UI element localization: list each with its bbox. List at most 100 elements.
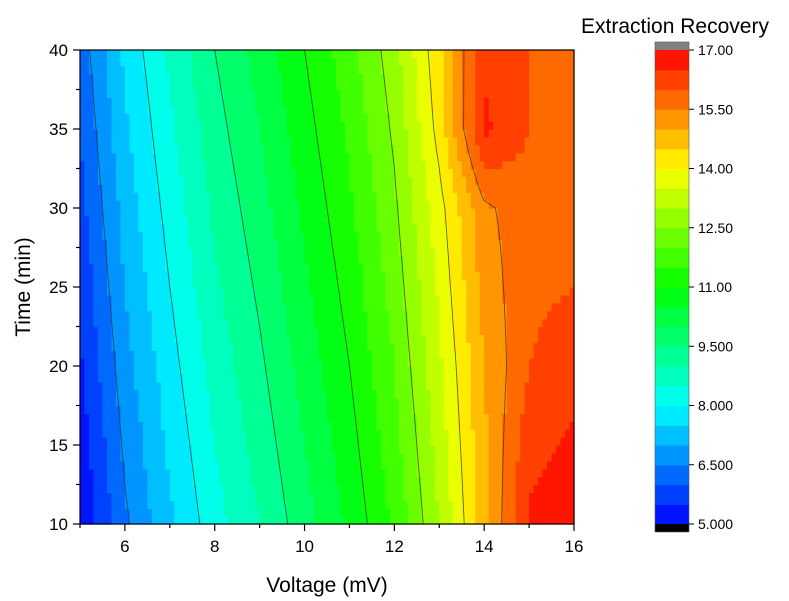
contour-cell [228,192,234,201]
contour-cell [367,468,373,478]
contour-cell [344,500,351,509]
contour-cell [520,373,526,383]
contour-cell [362,516,369,525]
contour-cell [106,271,113,280]
contour-cell [124,223,130,233]
contour-cell [178,476,184,486]
contour-cell [295,223,301,233]
contour-cell [331,200,337,209]
contour-cell [488,184,494,193]
contour-cell [214,342,220,351]
contour-cell [533,342,539,351]
contour-cell [120,405,126,414]
contour-cell [268,421,274,430]
contour-cell [385,381,391,391]
contour-cell [524,287,530,296]
contour-cell [340,294,346,304]
contour-cell [129,350,135,359]
contour-cell [102,366,108,375]
contour-cell [97,287,104,296]
contour-cell [97,334,104,343]
contour-cell [318,500,324,509]
contour-cell [214,310,220,320]
contour-cell [286,342,292,351]
contour-cell [129,437,135,446]
contour-cell [367,263,373,272]
contour-cell [335,168,342,177]
contour-cell [331,215,337,225]
contour-cell [425,381,431,391]
contour-cell [511,366,517,375]
contour-cell [362,310,369,320]
contour-cell [376,366,382,375]
contour-cell [371,263,377,272]
contour-cell [407,255,413,264]
contour-cell [538,381,544,391]
contour-cell [542,287,548,296]
contour-cell [502,381,508,391]
contour-cell [300,215,306,225]
contour-cell [219,413,225,422]
contour-cell [443,413,449,422]
contour-cell [466,215,472,225]
contour-cell [547,223,553,233]
contour-cell [313,239,319,249]
contour-cell [493,476,499,486]
contour-cell [120,302,126,312]
contour-cell [223,389,229,399]
contour-cell [309,310,315,320]
contour-cell [524,381,530,391]
contour-cell [529,302,535,312]
contour-cell [142,429,148,438]
contour-cell [286,492,292,501]
contour-cell [389,231,395,241]
contour-cell [560,255,566,264]
contour-cell [295,405,301,414]
contour-cell [156,397,162,407]
contour-cell [169,200,175,209]
contour-cell [192,452,198,462]
contour-cell [538,310,544,320]
contour-cell [542,373,548,383]
contour-cell [255,350,261,359]
contour-cell [286,334,292,343]
contour-cell [138,484,144,493]
contour-cell [497,500,503,509]
contour-cell [340,460,346,470]
contour-cell [430,358,436,367]
contour-cell [129,429,135,438]
contour-cell [106,168,113,177]
contour-cell [353,445,360,454]
contour-cell [533,208,539,217]
contour-cell [138,239,144,249]
contour-cell [376,342,382,351]
contour-cell [398,389,404,399]
contour-cell [533,389,539,399]
contour-cell [318,208,324,217]
contour-cell [358,271,364,280]
contour-cell [295,271,301,280]
contour-cell [569,287,575,296]
contour-cell [106,508,113,517]
contour-cell [201,239,207,249]
contour-cell [282,508,288,517]
contour-cell [138,366,144,375]
contour-cell [542,239,548,249]
contour-cell [133,484,139,493]
contour-cell [300,255,306,264]
contour-cell [313,500,319,509]
contour-cell [228,405,234,414]
contour-cell [380,239,386,249]
contour-cell [102,176,108,185]
contour-cell [174,445,180,454]
contour-cell [547,397,553,407]
contour-cell [268,516,274,525]
contour-cell [133,413,139,422]
contour-cell [196,460,202,470]
contour-cell [304,508,310,517]
contour-cell [228,508,234,517]
contour-cell [403,208,409,217]
contour-cell [488,239,494,249]
contour-cell [273,168,279,177]
contour-cell [201,287,207,296]
